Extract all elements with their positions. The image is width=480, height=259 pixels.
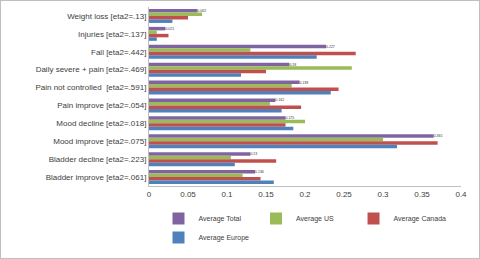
svg-text:Mood improve [eta2=.075]: Mood improve [eta2=.075] (53, 137, 146, 146)
svg-text:0.1: 0.1 (221, 190, 233, 199)
svg-text:0.2: 0.2 (299, 190, 311, 199)
svg-text:0.162: 0.162 (275, 98, 284, 102)
svg-text:Pain improve [eta2=.054]: Pain improve [eta2=.054] (57, 101, 146, 110)
svg-text:Average US: Average US (296, 215, 334, 223)
svg-text:0.05: 0.05 (180, 190, 196, 199)
svg-text:Fall [eta2=.442]: Fall [eta2=.442] (91, 48, 146, 57)
svg-text:Average Total: Average Total (199, 215, 242, 223)
svg-text:Bladder decline [eta2=.223]: Bladder decline [eta2=.223] (49, 155, 147, 164)
svg-text:0.13: 0.13 (250, 152, 257, 156)
svg-text:0.25: 0.25 (336, 190, 352, 199)
svg-text:0.15: 0.15 (258, 190, 274, 199)
svg-text:Daily severe + pain [eta2=.469: Daily severe + pain [eta2=.469] (36, 65, 147, 74)
svg-text:0.35: 0.35 (414, 190, 430, 199)
svg-text:Average Europe: Average Europe (199, 234, 250, 242)
svg-text:0.365: 0.365 (434, 134, 443, 138)
svg-text:0: 0 (147, 190, 152, 199)
svg-text:0.18: 0.18 (289, 63, 296, 67)
svg-text:0.227: 0.227 (326, 45, 335, 49)
svg-text:0.3: 0.3 (377, 190, 389, 199)
svg-text:Injuries [eta2=.137]: Injuries [eta2=.137] (78, 30, 146, 39)
svg-text:Mood decline [eta2=.018]: Mood decline [eta2=.018] (56, 119, 146, 128)
svg-text:0.136: 0.136 (255, 170, 264, 174)
svg-text:0.021: 0.021 (165, 27, 174, 31)
svg-text:0.4: 0.4 (455, 190, 467, 199)
svg-text:0.062: 0.062 (197, 9, 206, 13)
svg-text:Pain not controlled [eta2=.59: Pain not controlled [eta2=.591] (35, 83, 146, 92)
svg-text:0.193: 0.193 (300, 81, 309, 85)
svg-text:Weight loss [eta2=.13]: Weight loss [eta2=.13] (67, 12, 146, 21)
svg-text:0.175: 0.175 (286, 116, 295, 120)
svg-text:Bladder improve [eta2=.061]: Bladder improve [eta2=.061] (46, 173, 147, 182)
svg-text:Average Canada: Average Canada (394, 215, 447, 223)
